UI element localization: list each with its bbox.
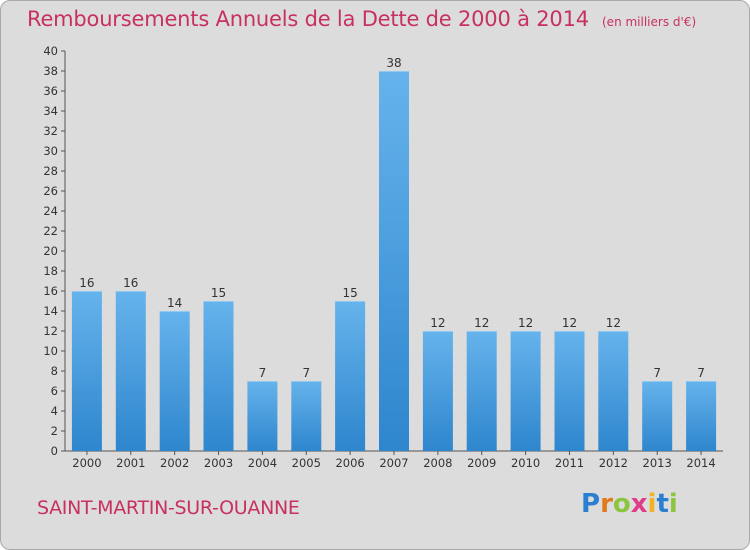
y-tick-label: 2 [51, 424, 58, 438]
x-tick-label: 2002 [160, 456, 189, 470]
y-tick-label: 40 [43, 44, 58, 58]
logo-letter: x [630, 489, 648, 519]
y-tick-label: 10 [43, 344, 58, 358]
y-tick-label: 12 [43, 324, 58, 338]
y-tick-label: 6 [51, 384, 58, 398]
bar [159, 311, 190, 451]
data-label: 16 [79, 276, 94, 290]
x-tick-label: 2010 [511, 456, 540, 470]
bar [554, 331, 585, 451]
y-tick-label: 38 [43, 64, 58, 78]
y-tick-label: 0 [51, 444, 58, 458]
data-label: 7 [653, 366, 661, 380]
y-tick-label: 18 [43, 264, 58, 278]
data-label: 12 [518, 316, 533, 330]
y-tick-label: 28 [43, 164, 58, 178]
bar [291, 381, 322, 451]
logo-letter: i [668, 489, 678, 519]
y-tick-label: 24 [43, 204, 58, 218]
y-tick-label: 22 [43, 224, 58, 238]
bar [71, 291, 102, 451]
data-label: 12 [474, 316, 489, 330]
x-tick-label: 2003 [204, 456, 233, 470]
logo-letter: o [612, 489, 631, 519]
y-tick-label: 36 [43, 84, 58, 98]
y-tick-label: 8 [51, 364, 58, 378]
x-tick-label: 2005 [292, 456, 321, 470]
bar [642, 381, 673, 451]
logo-letter: r [600, 489, 613, 519]
data-label: 38 [386, 56, 401, 70]
y-tick-label: 34 [43, 104, 58, 118]
x-tick-label: 2008 [423, 456, 452, 470]
x-tick-label: 2012 [599, 456, 628, 470]
bar [335, 301, 366, 451]
data-label: 12 [562, 316, 577, 330]
bar [422, 331, 453, 451]
data-label: 15 [342, 286, 357, 300]
bar [510, 331, 541, 451]
data-label: 12 [430, 316, 445, 330]
y-tick-label: 20 [43, 244, 58, 258]
bar [598, 331, 629, 451]
x-tick-label: 2004 [248, 456, 277, 470]
bar [247, 381, 278, 451]
y-tick-label: 4 [51, 404, 58, 418]
logo-letter: t [656, 489, 669, 519]
y-tick-label: 14 [43, 304, 58, 318]
chart-title-row: Remboursements Annuels de la Dette de 20… [27, 7, 696, 31]
logo-letter: P [581, 489, 601, 519]
bar [686, 381, 717, 451]
chart-title: Remboursements Annuels de la Dette de 20… [27, 7, 589, 31]
y-tick-label: 30 [43, 144, 58, 158]
proxiti-logo: Proxiti [581, 489, 678, 519]
bar [379, 71, 409, 451]
x-tick-label: 2001 [116, 456, 145, 470]
data-label: 7 [302, 366, 310, 380]
bar [203, 301, 234, 451]
data-label: 14 [167, 296, 182, 310]
data-label: 16 [123, 276, 138, 290]
logo-letter: i [647, 489, 657, 519]
data-label: 12 [606, 316, 621, 330]
x-tick-label: 2011 [555, 456, 584, 470]
x-tick-label: 2000 [72, 456, 101, 470]
bar [466, 331, 497, 451]
x-tick-label: 2007 [379, 456, 408, 470]
x-tick-label: 2014 [686, 456, 715, 470]
x-tick-label: 2009 [467, 456, 496, 470]
y-tick-label: 26 [43, 184, 58, 198]
commune-name: SAINT-MARTIN-SUR-OUANNE [37, 497, 300, 519]
data-label: 15 [211, 286, 226, 300]
bar [115, 291, 146, 451]
data-label: 7 [697, 366, 705, 380]
y-tick-label: 32 [43, 124, 58, 138]
y-tick-label: 16 [43, 284, 58, 298]
x-tick-label: 2006 [335, 456, 364, 470]
data-label: 7 [259, 366, 267, 380]
x-tick-label: 2013 [643, 456, 672, 470]
chart-unit: (en milliers d'€) [602, 15, 697, 29]
